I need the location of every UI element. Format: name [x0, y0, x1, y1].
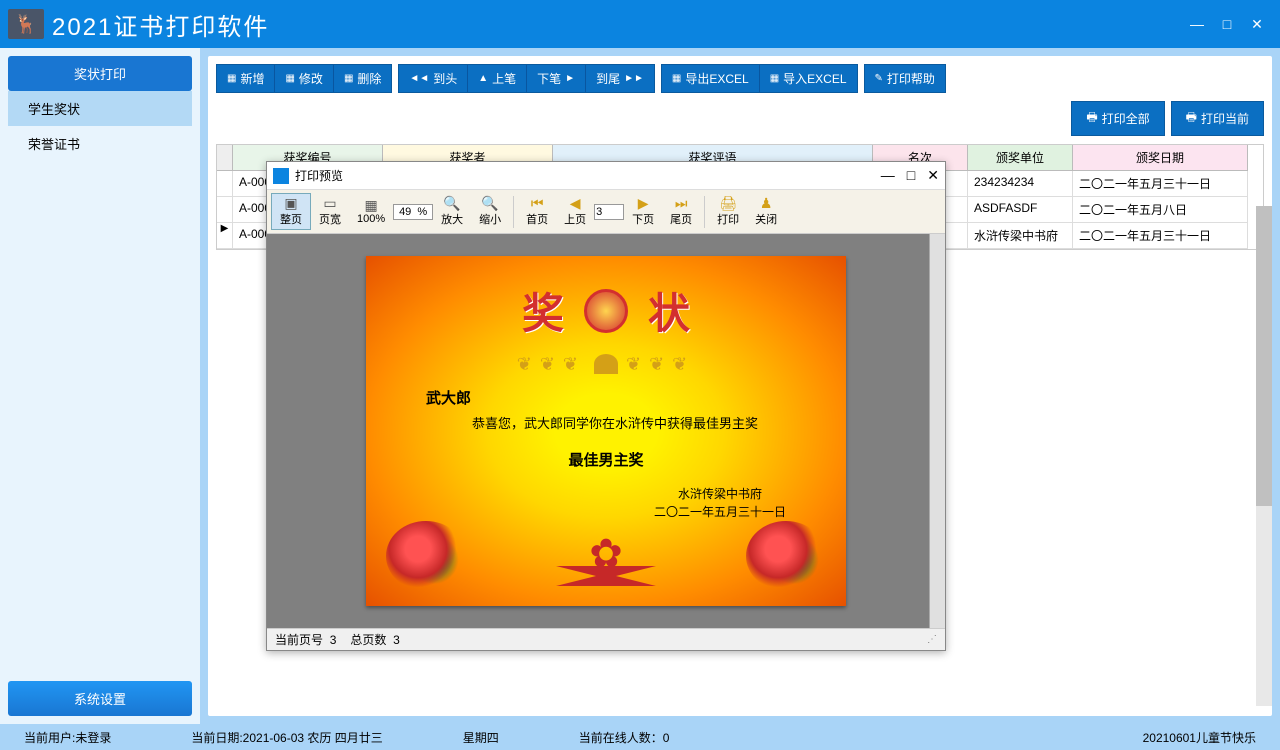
help-icon: ✎ — [875, 73, 883, 84]
sidebar-item-student-award[interactable]: 学生奖状 — [8, 91, 192, 126]
preview-logo-icon — [273, 168, 289, 184]
cert-date: 二〇二一年五月三十一日 — [654, 503, 786, 521]
main-toolbar: ▦新增 ▦修改 ▦删除 ◄◄到头 ▲上笔 下笔► 到尾►► ▦导出EXCEL ▦… — [216, 64, 1264, 93]
cert-footer: 水浒传梁中书府 二〇二一年五月三十一日 — [654, 485, 786, 521]
pw-page-input[interactable] — [594, 204, 624, 220]
prev-icon: ◀ — [570, 196, 581, 210]
cert-recipient: 武大郎 — [426, 387, 826, 408]
preview-close-button[interactable]: ✕ — [927, 167, 939, 184]
pw-last-button[interactable]: ⏭尾页 — [662, 194, 700, 229]
sb-msg: 20210601儿童节快乐 — [1143, 729, 1256, 746]
statusbar: 当前用户:未登录 当前日期:2021-06-03 农历 四月廿三 星期四 当前在… — [0, 724, 1280, 750]
sb-online: 当前在线人数：0 — [579, 729, 670, 746]
pw-prev-button[interactable]: ◀上页 — [556, 194, 594, 229]
ribbon-ornament-icon — [546, 541, 666, 591]
col-header-date[interactable]: 颁奖日期 — [1073, 145, 1248, 171]
preview-statusbar: 当前页号 3 总页数 3 ⋰ — [267, 628, 945, 650]
pw-fitpage-button[interactable]: ▣整页 — [271, 193, 311, 230]
print-preview-window: 打印预览 — □ ✕ ▣整页 ▭页宽 ▦100% 🔍放大 🔍缩小 ⏮首页 ◀上页… — [266, 161, 946, 651]
shell-ornament-icon — [594, 354, 618, 374]
tb-delete-button[interactable]: ▦删除 — [334, 65, 391, 92]
app-title: 2021证书打印软件 — [52, 7, 269, 42]
pw-print-button[interactable]: 🖨打印 — [709, 194, 747, 229]
printer-icon: 🖨 — [719, 196, 737, 210]
resize-grip-icon[interactable]: ⋰ — [927, 634, 937, 645]
titlebar: 🦌 2021证书打印软件 — □ ✕ — [0, 0, 1280, 48]
content-area: ▦新增 ▦修改 ▦删除 ◄◄到头 ▲上笔 下笔► 到尾►► ▦导出EXCEL ▦… — [208, 56, 1272, 716]
preview-scrollbar[interactable] — [929, 234, 945, 628]
grid-icon: ▦ — [770, 73, 779, 84]
printer-icon: 🖶 — [1186, 108, 1197, 129]
sidebar-settings-button[interactable]: 系统设置 — [8, 681, 192, 716]
preview-title: 打印预览 — [295, 167, 343, 184]
tb-first-button[interactable]: ◄◄到头 — [399, 65, 468, 92]
sb-weekday: 星期四 — [463, 729, 499, 746]
sidebar-print-cert-button[interactable]: 奖状打印 — [8, 56, 192, 91]
window-controls: — □ ✕ — [1182, 12, 1272, 36]
pw-next-button[interactable]: ▶下页 — [624, 194, 662, 229]
grid-icon: ▦ — [344, 73, 353, 84]
pw-zoomin-button[interactable]: 🔍放大 — [433, 194, 471, 229]
pw-first-button[interactable]: ⏮首页 — [518, 194, 556, 229]
tb-export-excel-button[interactable]: ▦导出EXCEL — [662, 65, 760, 92]
preview-titlebar[interactable]: 打印预览 — □ ✕ — [267, 162, 945, 190]
close-icon: ♟ — [760, 196, 773, 210]
grid-icon: ▦ — [227, 73, 236, 84]
flower-ornament-icon — [746, 521, 826, 591]
next-icon: ▶ — [638, 196, 649, 210]
close-button[interactable]: ✕ — [1242, 12, 1272, 36]
sb-date: 当前日期:2021-06-03 农历 四月廿三 — [191, 729, 382, 746]
pct-icon: ▦ — [364, 198, 377, 212]
tb-last-button[interactable]: 到尾►► — [586, 65, 654, 92]
pw-close-button[interactable]: ♟关闭 — [747, 194, 785, 229]
certificate-preview: 奖 状 武大郎 恭喜您，武大郎同学你在水浒传中获得最佳男主奖 最佳男主奖 水浒传… — [366, 256, 846, 606]
cert-body-text: 恭喜您，武大郎同学你在水浒传中获得最佳男主奖 — [446, 414, 766, 435]
zoomout-icon: 🔍 — [481, 196, 498, 210]
pw-zoomout-button[interactable]: 🔍缩小 — [471, 194, 509, 229]
sidebar: 奖状打印 学生奖状 荣誉证书 系统设置 — [0, 48, 200, 724]
page-icon: ▣ — [284, 196, 297, 210]
pw-100pct-button[interactable]: ▦100% — [349, 196, 393, 227]
pw-fitwidth-button[interactable]: ▭页宽 — [311, 194, 349, 229]
sb-user: 当前用户:未登录 — [24, 729, 111, 746]
preview-minimize-button[interactable]: — — [881, 167, 895, 184]
preview-toolbar: ▣整页 ▭页宽 ▦100% 🔍放大 🔍缩小 ⏮首页 ◀上页 ▶下页 ⏭尾页 🖨打… — [267, 190, 945, 234]
minimize-button[interactable]: — — [1182, 12, 1212, 36]
app-logo-icon: 🦌 — [8, 9, 44, 39]
tb-prev-button[interactable]: ▲上笔 — [468, 65, 527, 92]
last-icon: ⏭ — [675, 196, 688, 210]
cert-char-1: 奖 — [522, 280, 564, 341]
grid-icon: ▦ — [672, 73, 681, 84]
preview-canvas: 奖 状 武大郎 恭喜您，武大郎同学你在水浒传中获得最佳男主奖 最佳男主奖 水浒传… — [267, 234, 945, 628]
first-icon: ◄◄ — [409, 73, 429, 84]
sidebar-item-honor-cert[interactable]: 荣誉证书 — [8, 126, 192, 161]
col-header-org[interactable]: 颁奖单位 — [968, 145, 1073, 171]
tb-next-button[interactable]: 下笔► — [527, 65, 586, 92]
pw-zoom-input[interactable] — [393, 204, 433, 220]
cert-org: 水浒传梁中书府 — [654, 485, 786, 503]
cert-award-title: 最佳男主奖 — [386, 449, 826, 470]
width-icon: ▭ — [323, 196, 336, 210]
play-icon: ► — [565, 73, 575, 84]
preview-maximize-button[interactable]: □ — [907, 167, 915, 184]
cert-char-2: 状 — [648, 280, 690, 341]
maximize-button[interactable]: □ — [1212, 12, 1242, 36]
grid-icon: ▦ — [285, 73, 294, 84]
tb-print-help-button[interactable]: ✎打印帮助 — [865, 65, 945, 92]
first-icon: ⏮ — [531, 196, 544, 210]
print-current-button[interactable]: 🖶打印当前 — [1171, 101, 1264, 136]
tb-import-excel-button[interactable]: ▦导入EXCEL — [760, 65, 857, 92]
content-scrollbar[interactable] — [1256, 206, 1272, 706]
tb-edit-button[interactable]: ▦修改 — [275, 65, 333, 92]
zoomin-icon: 🔍 — [443, 196, 460, 210]
tb-new-button[interactable]: ▦新增 — [217, 65, 275, 92]
flower-ornament-icon — [386, 521, 466, 591]
print-all-button[interactable]: 🖶打印全部 — [1071, 101, 1164, 136]
printer-icon: 🖶 — [1086, 108, 1097, 129]
up-icon: ▲ — [478, 73, 488, 84]
cert-seal-icon — [584, 289, 628, 333]
last-icon: ►► — [624, 73, 644, 84]
